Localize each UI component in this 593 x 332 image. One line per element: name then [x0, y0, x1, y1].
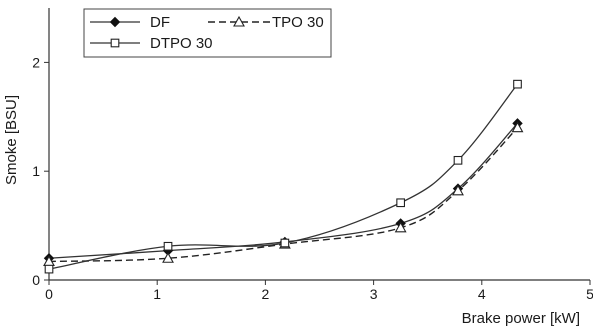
axes: 0 1 2 3 4 5 0 1 2 — [32, 8, 593, 302]
x-tick-label: 5 — [586, 286, 593, 302]
y-tick-label: 2 — [32, 54, 40, 70]
legend-entry-tpo-30: TPO 30 — [208, 14, 324, 31]
y-tick-label: 0 — [32, 272, 40, 288]
y-axis-label: Smoke [BSU] — [3, 95, 20, 185]
legend-marker-df — [109, 16, 121, 28]
data-point-tpo-30 — [511, 121, 524, 133]
x-tick-label: 2 — [262, 286, 270, 302]
data-point-tpo-30 — [394, 221, 407, 233]
series-dtpo-30 — [44, 79, 522, 274]
data-point-dtpo-30 — [280, 238, 290, 248]
x-tick-label: 0 — [45, 286, 53, 302]
series-tpo-30 — [43, 121, 524, 267]
data-point-dtpo-30 — [453, 155, 463, 165]
data-point-tpo-30 — [162, 252, 174, 263]
legend: DF TPO 30 DTPO 30 — [83, 8, 332, 58]
legend-entry-df: DF — [90, 14, 170, 31]
series-layer — [43, 79, 524, 274]
legend-box — [83, 8, 332, 58]
data-point-dtpo-30 — [396, 198, 406, 208]
legend-label-tpo-30: TPO 30 — [272, 14, 324, 31]
legend-marker-dtpo-30 — [110, 38, 120, 48]
legend-marker-tpo-30 — [233, 15, 245, 27]
x-tick-label: 4 — [478, 286, 486, 302]
data-point-dtpo-30 — [163, 241, 173, 251]
x-tick-label: 1 — [153, 286, 161, 302]
x-axis-label: Brake power [kW] — [462, 310, 580, 327]
data-point-dtpo-30 — [44, 264, 54, 274]
series-line-df — [48, 122, 518, 259]
data-point-tpo-30 — [452, 184, 464, 196]
legend-label-dtpo-30: DTPO 30 — [150, 35, 213, 52]
y-tick-label: 1 — [32, 163, 40, 179]
legend-label-df: DF — [150, 14, 170, 31]
data-point-dtpo-30 — [513, 79, 522, 89]
legend-entry-dtpo-30: DTPO 30 — [90, 35, 213, 52]
x-tick-label: 3 — [370, 286, 378, 302]
